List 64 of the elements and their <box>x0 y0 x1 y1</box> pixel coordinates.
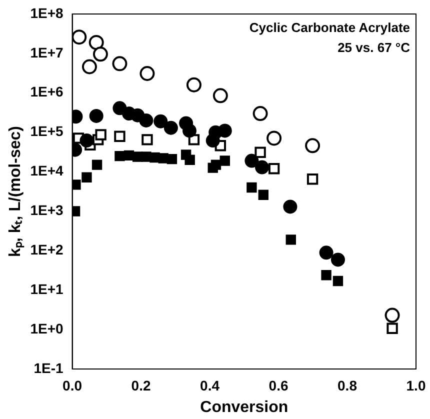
point <box>88 34 104 50</box>
point <box>218 124 232 138</box>
x-tick-label: 0.4 <box>200 377 220 394</box>
point <box>321 270 332 280</box>
point <box>95 129 106 140</box>
point <box>114 150 125 162</box>
x-axis-title: Conversion <box>200 398 288 416</box>
y-tick-label: 1E+8 <box>30 4 64 21</box>
point <box>92 46 108 62</box>
point <box>210 160 222 170</box>
point <box>89 108 104 123</box>
point <box>305 138 320 154</box>
point <box>254 146 266 158</box>
point <box>266 130 282 146</box>
y-tick-label: 1E-1 <box>34 360 64 376</box>
point <box>82 172 92 182</box>
point <box>82 59 97 74</box>
y-axis-title: kₚ, kₜ, L/(mol-sec) <box>7 126 26 257</box>
point <box>386 322 398 334</box>
y-tick-label: 1E+1 <box>30 280 64 297</box>
point <box>112 56 128 72</box>
point <box>139 113 154 128</box>
point <box>114 130 126 142</box>
point <box>220 156 230 166</box>
point <box>258 190 268 200</box>
point <box>184 154 195 165</box>
point <box>142 134 153 146</box>
y-tick-label: 1E+6 <box>30 84 64 100</box>
point <box>306 174 318 185</box>
point <box>92 160 102 170</box>
x-tick-label: 0.0 <box>62 377 82 394</box>
point <box>384 308 400 323</box>
point <box>255 160 270 174</box>
point <box>140 66 155 82</box>
y-tick-label: 1E+7 <box>30 44 64 60</box>
y-tick-label: 1E+5 <box>30 123 64 140</box>
point <box>166 154 178 164</box>
point <box>286 234 296 245</box>
point <box>72 30 87 45</box>
point <box>283 200 298 214</box>
point <box>252 106 268 122</box>
annotation: Cyclic Carbonate Acrylate <box>249 20 410 36</box>
x-tick-label: 0.8 <box>338 377 358 394</box>
point <box>268 163 280 174</box>
point <box>80 134 94 148</box>
point <box>319 246 334 260</box>
y-tick-label: 1E+4 <box>30 162 64 179</box>
point <box>244 154 259 168</box>
point <box>246 182 257 193</box>
point <box>164 120 178 135</box>
point <box>330 252 345 267</box>
y-tick-label: 1E+0 <box>30 320 64 336</box>
x-tick-label: 0.2 <box>131 377 151 394</box>
point <box>212 88 228 104</box>
y-tick-label: 1E+3 <box>30 202 64 218</box>
x-tick-label: 1.0 <box>406 377 426 394</box>
y-tick-label: 1E+2 <box>30 242 64 258</box>
point <box>72 180 81 190</box>
point <box>332 276 344 286</box>
annotation: 25 vs. 67 °C <box>338 40 411 56</box>
x-tick-label: 0.6 <box>268 377 288 394</box>
point <box>186 77 202 92</box>
point <box>182 124 196 138</box>
point <box>154 114 168 128</box>
